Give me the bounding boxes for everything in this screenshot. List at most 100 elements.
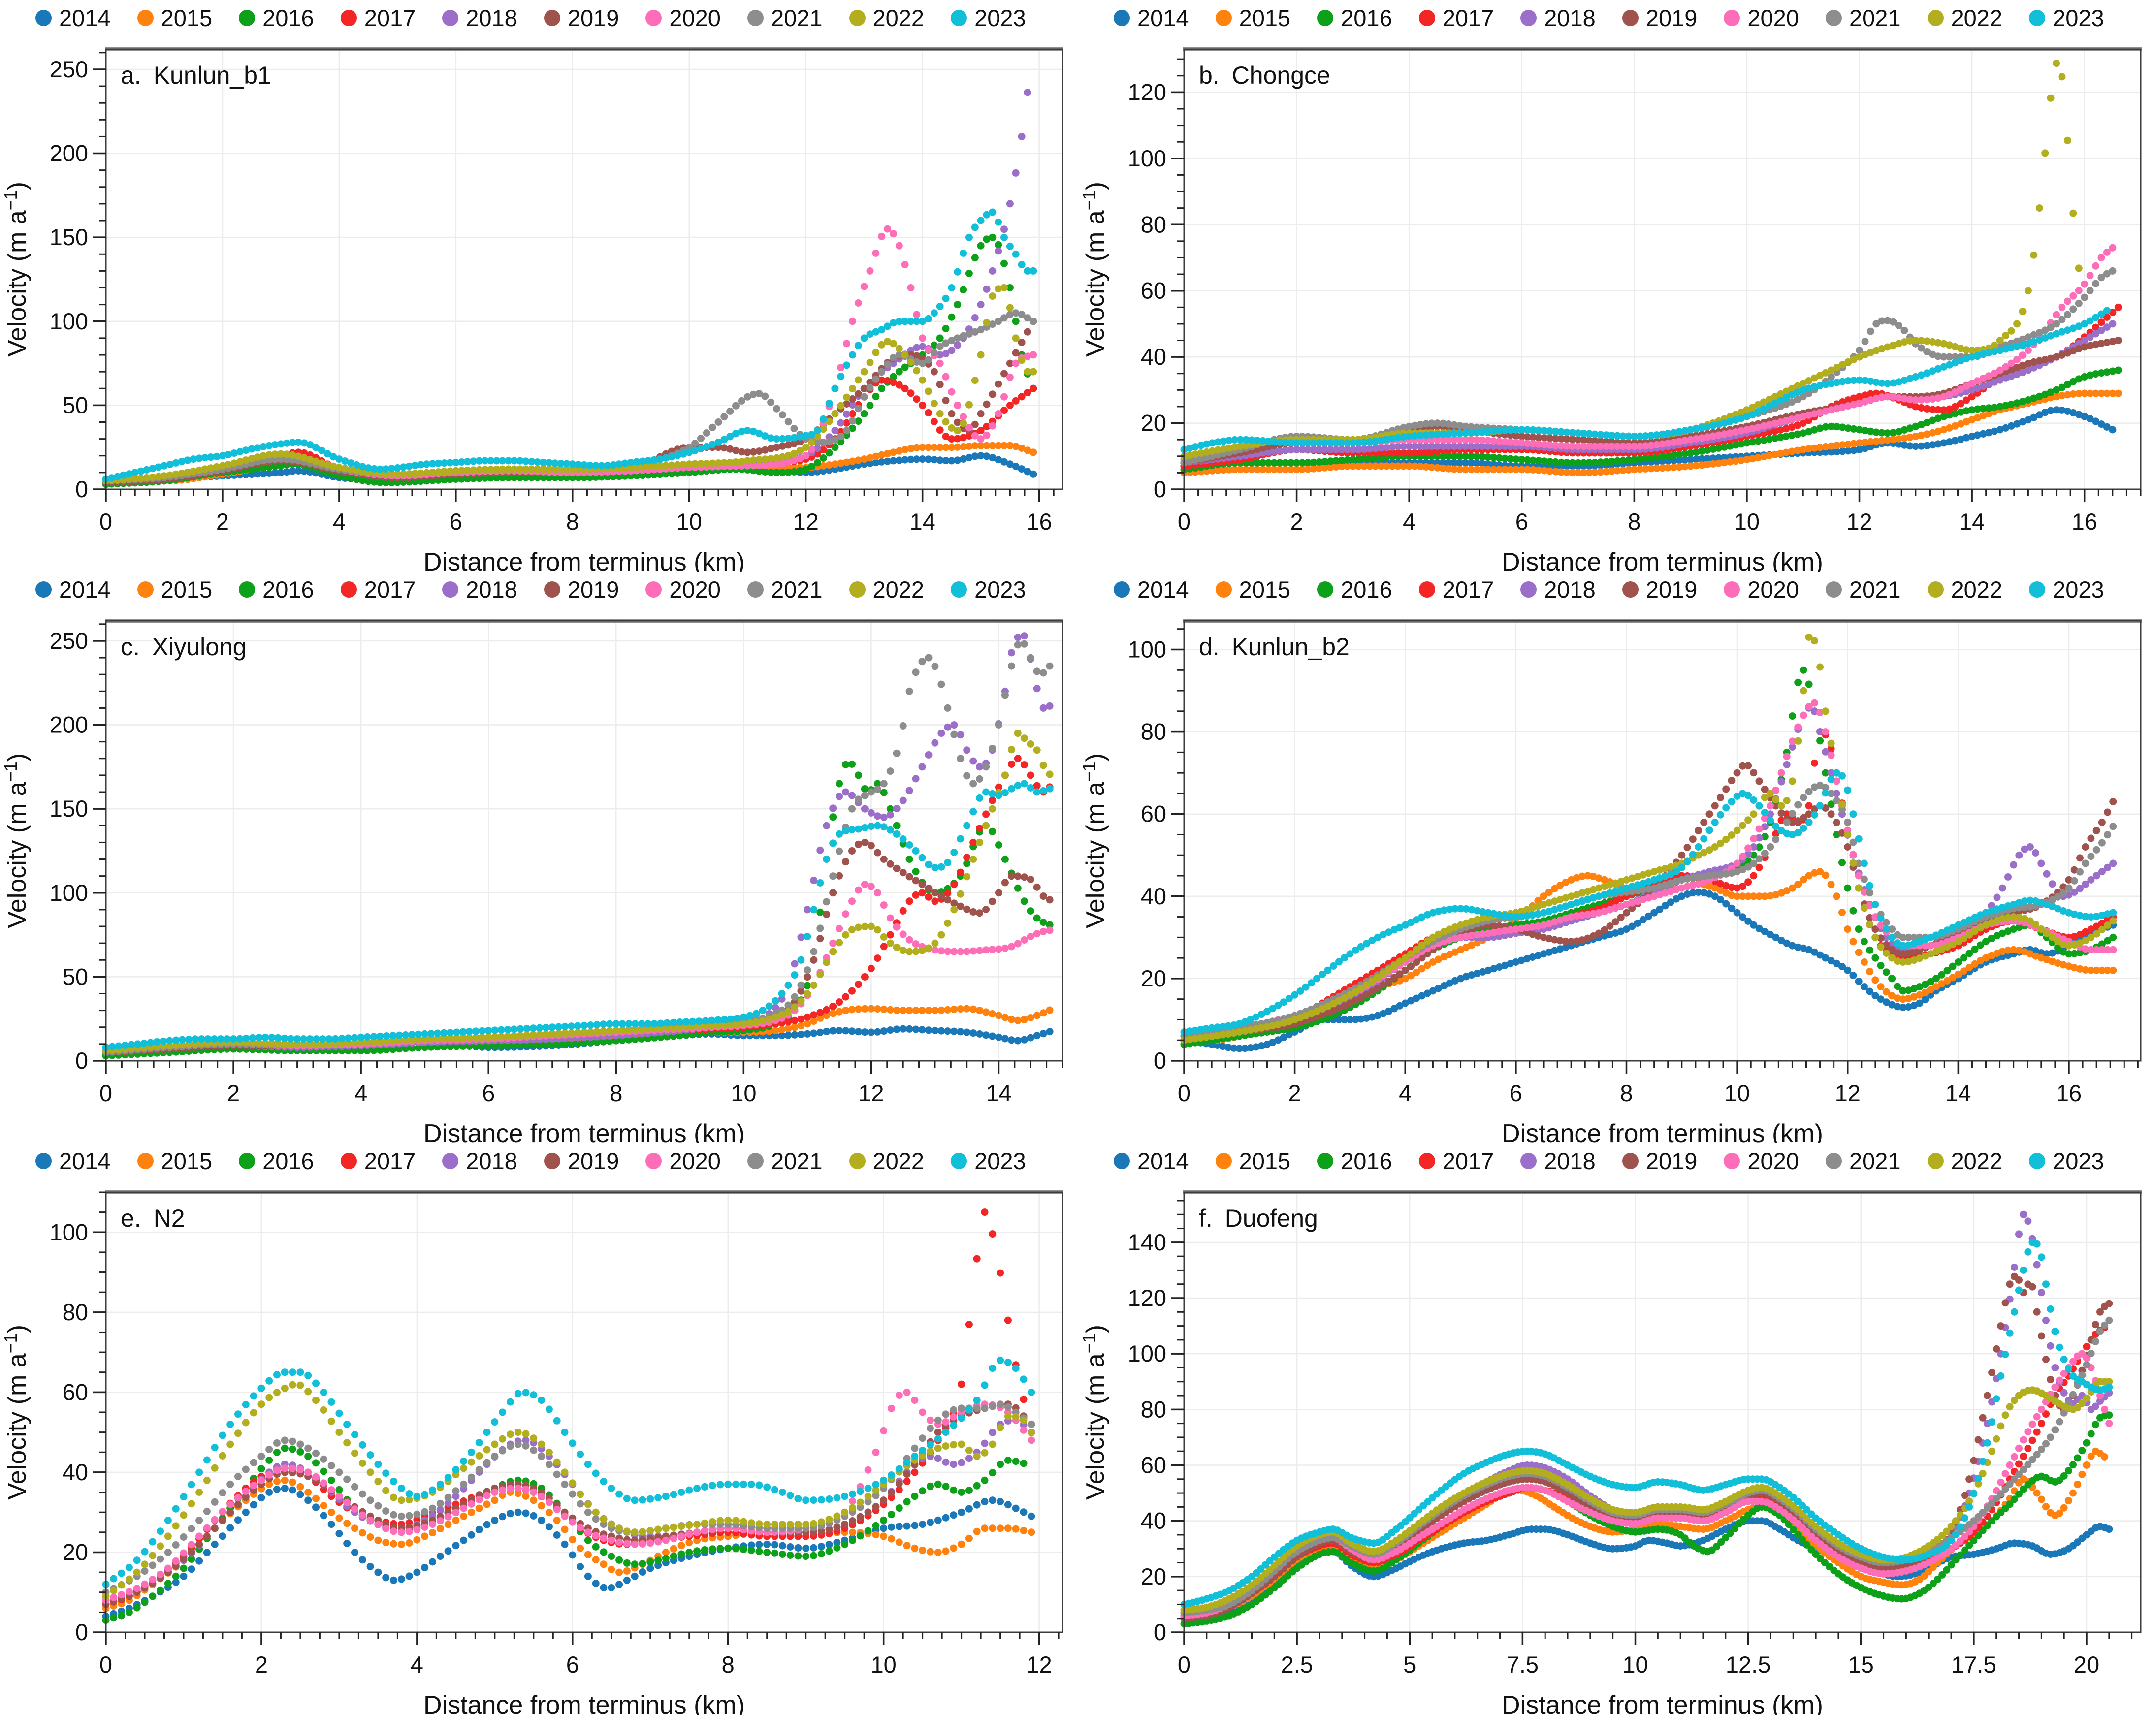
legend-year-label: 2019 (567, 4, 619, 31)
legend-year-label: 2015 (1239, 576, 1291, 603)
y-tick-label: 50 (63, 963, 88, 989)
legend-item-2022: 2022 (1927, 576, 2002, 603)
y-tick-label: 60 (1141, 801, 1166, 827)
x-tick-label: 8 (722, 1651, 735, 1678)
legend-year-label: 2017 (364, 576, 416, 603)
legend-year-label: 2014 (59, 576, 111, 603)
legend-dot-icon (35, 581, 52, 598)
legend-item-2019: 2019 (1622, 576, 1698, 603)
legend-dot-icon (1114, 581, 1130, 598)
legend-year-label: 2021 (771, 576, 823, 603)
x-tick-label: 2.5 (1281, 1651, 1313, 1678)
panel-d: 2014 2015 2016 2017 2018 2019 2020 2021 2022 2023… (1078, 572, 2156, 1148)
legend-item-2020: 2020 (645, 4, 721, 32)
y-axis-label: Velocity (m a−1) (1079, 1325, 1110, 1500)
legend-dot-icon (1520, 1152, 1537, 1169)
legend-item-2021: 2021 (1825, 1147, 1901, 1175)
legend-item-2016: 2016 (239, 1147, 314, 1175)
y-tick-label: 250 (50, 628, 88, 654)
legend-year-label: 2016 (262, 1147, 314, 1174)
legend-year-label: 2022 (872, 4, 925, 31)
legend-dot-icon (1215, 9, 1232, 26)
y-tick-label: 80 (1141, 211, 1166, 237)
legend-year-label: 2021 (1849, 576, 1901, 603)
x-tick-label: 16 (2072, 508, 2097, 535)
plot-Chongce: 0 2 4 6 8 10 12 14 16 0 20 40 60 80 100 120 Distance fro… (1079, 47, 2142, 576)
x-tick-label: 8 (1620, 1080, 1633, 1106)
y-axis-label: Velocity (m a−1) (1079, 753, 1110, 928)
legend-item-2023: 2023 (2029, 1147, 2104, 1175)
legend-dot-icon (1724, 9, 1740, 26)
legend-item-2016: 2016 (239, 4, 314, 32)
plot-Xiyulong: 0 2 4 6 8 10 12 14 0 50 100 150 200 250 Distance from … (0, 619, 1063, 1148)
legend-item-2017: 2017 (340, 4, 416, 32)
legend-year-label: 2021 (1849, 4, 1901, 31)
legend-dot-icon (1114, 1152, 1130, 1169)
legend-dot-icon (340, 9, 357, 26)
x-tick-label: 20 (2074, 1651, 2099, 1678)
series-2023 (1180, 1239, 2113, 1608)
legend-year-label: 2023 (974, 1147, 1026, 1174)
y-tick-label: 20 (1141, 410, 1166, 436)
legend-year-label: 2015 (161, 576, 213, 603)
legend-item-2019: 2019 (544, 4, 619, 32)
legend-dot-icon (1927, 9, 1944, 26)
series-2022 (1180, 60, 2083, 460)
legend-year-label: 2016 (1341, 576, 1392, 603)
x-axis-label: Distance from terminus (km) (423, 548, 745, 572)
legend-dot-icon (35, 1152, 52, 1169)
year-legend: 2014 2015 2016 2017 2018 2019 2020 2021 2022 2023 (0, 1143, 1078, 1178)
legend-dot-icon (1622, 581, 1639, 598)
panel-title: b. Chongce (1199, 62, 1330, 89)
x-tick-label: 2 (216, 508, 229, 535)
x-tick-label: 12 (1835, 1080, 1861, 1106)
series-2017 (1180, 1324, 2109, 1617)
legend-item-2021: 2021 (1825, 4, 1901, 32)
legend-item-2019: 2019 (544, 1147, 619, 1175)
legend-year-label: 2014 (59, 1147, 111, 1174)
y-tick-label: 0 (75, 1619, 88, 1645)
x-tick-label: 16 (2056, 1080, 2082, 1106)
y-tick-label: 0 (75, 476, 88, 502)
x-tick-label: 10 (1622, 1651, 1648, 1678)
y-tick-label: 100 (50, 308, 88, 334)
legend-year-label: 2022 (1951, 1147, 2003, 1174)
x-axis-label: Distance from terminus (km) (423, 1119, 745, 1143)
legend-dot-icon (340, 581, 357, 598)
year-legend: 2014 2015 2016 2017 2018 2019 2020 2021 2022 2023 (0, 0, 1078, 35)
x-tick-label: 12 (793, 508, 819, 535)
year-legend: 2014 2015 2016 2017 2018 2019 2020 2021 2022 2023 (0, 572, 1078, 607)
y-tick-label: 100 (1128, 1340, 1166, 1366)
x-tick-label: 6 (482, 1080, 495, 1106)
plot-Kunlun_b2: 0 2 4 6 8 10 12 14 16 0 20 40 60 80 100 Distance from t… (1079, 619, 2142, 1148)
legend-item-2019: 2019 (544, 576, 619, 603)
x-tick-label: 6 (1510, 1080, 1522, 1106)
x-tick-label: 2 (1290, 508, 1303, 535)
legend-dot-icon (2029, 1152, 2046, 1169)
x-tick-label: 2 (255, 1651, 268, 1678)
legend-year-label: 2022 (1951, 4, 2003, 31)
legend-dot-icon (1825, 9, 1842, 26)
series-2016 (102, 760, 1054, 1060)
panel-b: 2014 2015 2016 2017 2018 2019 2020 2021 2022 2023… (1078, 0, 2156, 576)
legend-item-2016: 2016 (1317, 1147, 1392, 1175)
legend-item-2014: 2014 (35, 576, 111, 603)
legend-dot-icon (1622, 9, 1639, 26)
y-tick-label: 120 (1128, 79, 1166, 105)
legend-year-label: 2014 (1137, 576, 1189, 603)
legend-year-label: 2019 (1645, 576, 1698, 603)
x-tick-label: 17.5 (1951, 1651, 1996, 1678)
legend-item-2015: 2015 (1215, 576, 1291, 603)
legend-item-2021: 2021 (747, 1147, 823, 1175)
legend-item-2018: 2018 (1520, 1147, 1596, 1175)
legend-dot-icon (849, 581, 866, 598)
x-tick-label: 0 (1178, 1651, 1191, 1678)
legend-item-2018: 2018 (442, 576, 517, 603)
legend-dot-icon (645, 581, 662, 598)
series-2014 (1180, 888, 2117, 1052)
y-tick-label: 200 (50, 712, 88, 738)
legend-year-label: 2014 (1137, 4, 1189, 31)
legend-year-label: 2019 (1645, 4, 1698, 31)
x-tick-label: 14 (986, 1080, 1011, 1106)
legend-year-label: 2020 (669, 1147, 721, 1174)
